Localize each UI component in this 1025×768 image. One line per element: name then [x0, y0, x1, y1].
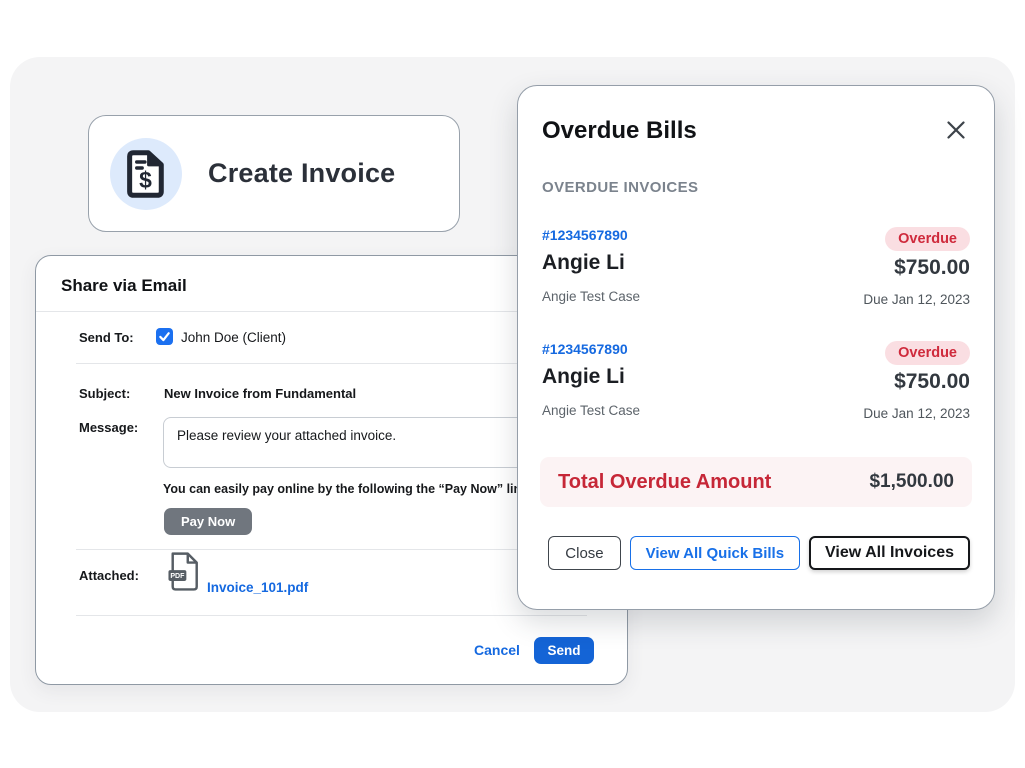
overdue-bills-modal: Overdue Bills OVERDUE INVOICES #12345678… — [517, 85, 995, 610]
total-overdue-amount: $1,500.00 — [869, 471, 954, 492]
view-all-invoices-button[interactable]: View All Invoices — [809, 536, 970, 570]
invoice-amount: $750.00 — [894, 370, 970, 393]
overdue-modal-title: Overdue Bills — [542, 117, 697, 144]
svg-text:PDF: PDF — [170, 573, 185, 580]
divider — [36, 311, 627, 312]
send-button[interactable]: Send — [534, 637, 594, 664]
invoice-document-dollar-icon: $ — [127, 149, 164, 198]
subject-label: Subject: — [79, 386, 131, 401]
attachment-link[interactable]: Invoice_101.pdf — [207, 580, 309, 595]
pdf-file-icon: PDF — [168, 552, 200, 592]
cancel-button[interactable]: Cancel — [474, 642, 520, 658]
pay-online-helper-text: You can easily pay online by the followi… — [163, 482, 540, 496]
invoice-due-date: Due Jan 12, 2023 — [863, 292, 970, 307]
invoice-amount: $750.00 — [894, 256, 970, 279]
message-label: Message: — [79, 420, 139, 435]
overdue-invoice-row: #1234567890 Angie Li Angie Test Case Ove… — [542, 341, 970, 422]
invoice-case-name: Angie Test Case — [542, 289, 641, 304]
divider — [76, 363, 587, 364]
overdue-status-badge: Overdue — [885, 341, 970, 365]
overdue-modal-footer: Close View All Quick Bills View All Invo… — [548, 536, 970, 570]
svg-text:$: $ — [139, 167, 152, 193]
invoice-number-link[interactable]: #1234567890 — [542, 341, 628, 357]
invoice-number-link[interactable]: #1234567890 — [542, 227, 628, 243]
share-via-email-modal: Share via Email Send To: John Doe (Clien… — [35, 255, 628, 685]
divider — [76, 615, 587, 616]
view-all-quick-bills-button[interactable]: View All Quick Bills — [629, 536, 801, 570]
attached-label: Attached: — [79, 568, 139, 583]
create-invoice-button[interactable]: $ Create Invoice — [88, 115, 460, 232]
overdue-invoice-row: #1234567890 Angie Li Angie Test Case Ove… — [542, 227, 970, 308]
overdue-status-badge: Overdue — [885, 227, 970, 251]
close-button[interactable]: Close — [548, 536, 621, 570]
invoice-case-name: Angie Test Case — [542, 403, 641, 418]
send-to-checkbox[interactable] — [156, 328, 173, 345]
send-to-option-label[interactable]: John Doe (Client) — [181, 330, 287, 345]
pay-now-button[interactable]: Pay Now — [164, 508, 253, 535]
message-textarea[interactable]: Please review your attached invoice. — [163, 417, 587, 468]
invoice-icon-circle: $ — [110, 137, 182, 210]
invoice-due-date: Due Jan 12, 2023 — [863, 406, 970, 421]
close-icon[interactable] — [944, 118, 968, 142]
total-overdue-row: Total Overdue Amount $1,500.00 — [540, 457, 972, 507]
subject-value: New Invoice from Fundamental — [164, 386, 357, 401]
checkmark-icon — [159, 332, 170, 342]
invoice-client-name: Angie Li — [542, 365, 625, 388]
invoice-client-name: Angie Li — [542, 251, 625, 274]
share-modal-title: Share via Email — [61, 276, 187, 295]
send-to-label: Send To: — [79, 330, 134, 345]
overdue-invoices-heading: OVERDUE INVOICES — [542, 179, 699, 196]
divider — [76, 549, 587, 550]
total-overdue-label: Total Overdue Amount — [558, 470, 772, 493]
create-invoice-label: Create Invoice — [208, 158, 396, 188]
